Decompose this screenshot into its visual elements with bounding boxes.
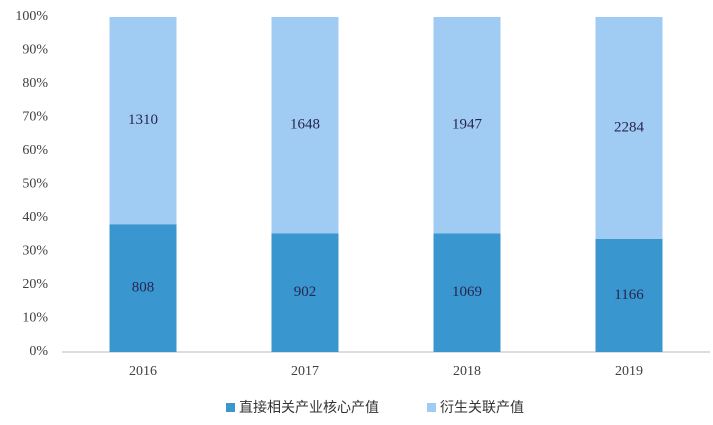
value-label: 1069 <box>452 284 482 300</box>
x-tick-label: 2017 <box>291 364 319 379</box>
legend-swatch <box>226 403 235 412</box>
value-label: 1947 <box>452 117 483 133</box>
y-tick-label: 90% <box>22 43 48 58</box>
value-label: 1648 <box>290 117 320 133</box>
y-tick-label: 20% <box>22 277 48 292</box>
value-label: 902 <box>294 284 317 300</box>
legend-swatch <box>427 403 436 412</box>
bar-segment <box>595 17 663 239</box>
bar-segment <box>109 224 177 352</box>
bar-segment <box>271 17 339 234</box>
value-label: 808 <box>132 280 155 296</box>
legend-label: 衍生关联产值 <box>440 400 524 416</box>
value-label: 1166 <box>614 287 644 303</box>
y-tick-label: 80% <box>22 76 48 91</box>
y-tick-label: 10% <box>22 311 48 326</box>
bar-segment <box>595 238 663 352</box>
y-tick-label: 60% <box>22 143 48 158</box>
value-label: 1310 <box>128 112 158 128</box>
x-tick-label: 2016 <box>129 364 157 379</box>
y-tick-label: 0% <box>29 344 48 359</box>
bar-segment <box>433 17 501 234</box>
y-tick-label: 100% <box>15 9 48 24</box>
bar-segment <box>433 233 501 352</box>
value-label: 2284 <box>614 119 645 135</box>
bar-segment <box>271 233 339 352</box>
x-tick-label: 2018 <box>453 364 481 379</box>
y-tick-label: 50% <box>22 177 48 192</box>
y-tick-label: 30% <box>22 244 48 259</box>
x-tick-label: 2019 <box>615 364 643 379</box>
legend-label: 直接相关产业核心产值 <box>239 399 379 416</box>
bar-segment <box>109 17 177 225</box>
y-tick-label: 70% <box>22 110 48 125</box>
y-tick-label: 40% <box>22 210 48 225</box>
